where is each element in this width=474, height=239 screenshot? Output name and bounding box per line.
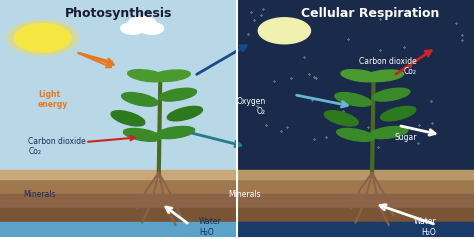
Circle shape (14, 24, 71, 52)
Bar (237, 208, 474, 223)
Ellipse shape (369, 126, 408, 139)
Text: Minerals: Minerals (24, 190, 56, 199)
Ellipse shape (341, 70, 380, 82)
Ellipse shape (159, 88, 197, 101)
Circle shape (121, 22, 145, 34)
Text: Minerals: Minerals (228, 190, 261, 199)
Circle shape (7, 20, 78, 56)
Bar (0, 173, 237, 194)
Circle shape (140, 22, 164, 34)
Ellipse shape (156, 126, 195, 139)
Ellipse shape (123, 129, 161, 141)
Ellipse shape (365, 70, 403, 81)
Bar (0, 208, 237, 223)
Text: Sugar: Sugar (284, 133, 307, 142)
Bar (0, 0, 237, 173)
Ellipse shape (324, 111, 358, 126)
Bar (237, 170, 474, 179)
Text: Water
H₂O: Water H₂O (413, 217, 436, 237)
Ellipse shape (381, 106, 416, 121)
Bar (237, 0, 474, 173)
Text: Carbon dioxide
Co₂: Carbon dioxide Co₂ (28, 137, 86, 157)
Text: Water
H₂O: Water H₂O (199, 217, 222, 237)
Ellipse shape (167, 106, 202, 121)
Ellipse shape (111, 111, 145, 126)
Ellipse shape (372, 88, 410, 101)
Ellipse shape (122, 92, 158, 106)
Text: Sugar: Sugar (395, 133, 417, 142)
Bar (237, 194, 474, 208)
Bar (237, 223, 474, 237)
Text: Light
energy: Light energy (38, 90, 68, 109)
Text: Cellular Respiration: Cellular Respiration (301, 7, 439, 20)
Text: Oxygen
O₂: Oxygen O₂ (236, 97, 265, 116)
Circle shape (128, 16, 156, 31)
Bar (0, 223, 237, 237)
Bar (0, 223, 237, 237)
Ellipse shape (128, 70, 166, 82)
Bar (0, 194, 237, 208)
Bar (0, 170, 237, 179)
Circle shape (258, 18, 310, 44)
Text: Photosynthesis: Photosynthesis (65, 7, 172, 20)
Bar (237, 223, 474, 237)
Ellipse shape (335, 92, 371, 106)
Bar (237, 173, 474, 194)
Text: Carbon dioxide
Co₂: Carbon dioxide Co₂ (359, 57, 417, 76)
Ellipse shape (337, 129, 374, 141)
Text: Oxygen
O₂: Oxygen O₂ (294, 57, 323, 76)
Ellipse shape (151, 70, 190, 81)
